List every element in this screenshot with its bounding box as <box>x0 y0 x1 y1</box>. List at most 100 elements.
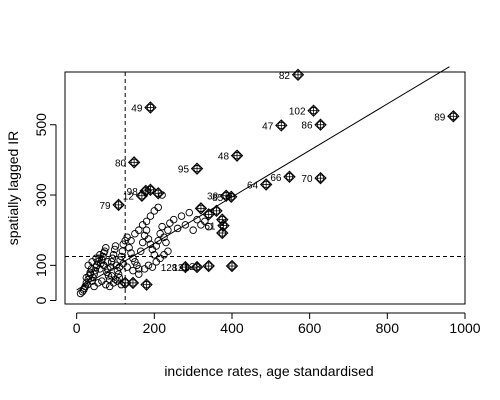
point-label: 80 <box>115 158 127 169</box>
y-tick-label: 0 <box>33 296 49 304</box>
data-point <box>150 207 159 215</box>
influential-point <box>283 170 296 183</box>
data-point <box>160 233 168 241</box>
influential-point <box>179 260 192 274</box>
data-point <box>100 247 109 256</box>
data-point <box>111 275 120 284</box>
data-point <box>127 249 135 257</box>
point-label: 64 <box>247 180 259 191</box>
influential-point <box>144 101 157 114</box>
data-point <box>105 282 114 291</box>
data-point <box>138 238 147 247</box>
x-tick-label: 800 <box>376 320 400 336</box>
diamond-circle <box>218 215 227 224</box>
data-point <box>86 270 94 278</box>
data-point <box>103 268 111 277</box>
data-point <box>204 222 213 231</box>
data-point <box>103 258 112 266</box>
diamond-circle <box>121 279 129 287</box>
point-label: 48 <box>218 152 230 163</box>
data-point <box>185 208 194 217</box>
data-point <box>107 258 116 266</box>
data-point <box>92 254 100 263</box>
diamond-circle <box>138 191 146 200</box>
data-point <box>142 217 151 226</box>
point-labels: 82 49 102 47 86 89 80 48 95 66 70 64 38 98 79 12 85 61 128… <box>99 71 445 274</box>
data-point <box>152 258 161 266</box>
data-point <box>201 217 209 226</box>
data-point <box>108 254 117 263</box>
influential-point <box>190 260 204 274</box>
influential-point <box>225 190 238 203</box>
influential-point <box>140 278 153 291</box>
x-tick-label: 200 <box>143 320 167 336</box>
diamond-circle <box>193 263 201 271</box>
influential-point <box>447 110 460 123</box>
diamond-circle <box>316 174 325 182</box>
data-point <box>129 254 137 263</box>
reference-lines <box>65 66 465 304</box>
influential-point <box>314 171 327 185</box>
data-point <box>166 219 174 227</box>
data-point <box>173 224 182 233</box>
diamond-circle <box>146 103 155 112</box>
point-label: 86 <box>301 121 313 132</box>
data-point <box>117 252 126 261</box>
diamond-circle <box>219 221 228 230</box>
data-point <box>131 258 139 266</box>
data-point <box>135 226 143 234</box>
point-label: 66 <box>270 173 282 184</box>
influential-point <box>151 187 165 200</box>
data-point <box>144 235 153 243</box>
data-point <box>99 252 107 261</box>
data-point <box>189 226 197 234</box>
y-tick-label: 300 <box>33 183 49 207</box>
y-tick-label: 100 <box>33 253 49 277</box>
x-tick-label: 0 <box>73 320 81 336</box>
point-label: 70 <box>301 174 313 185</box>
influential-point <box>217 219 230 232</box>
data-point <box>113 266 122 275</box>
data-point <box>177 212 186 220</box>
point-label: 89 <box>434 112 446 123</box>
data-point <box>138 221 147 229</box>
data-point <box>150 251 159 259</box>
data-point <box>104 272 113 280</box>
influential-point <box>127 156 141 169</box>
influential-point <box>194 202 208 215</box>
x-tick-label: 600 <box>298 320 322 336</box>
point-label: 12 <box>123 192 135 203</box>
influential-point <box>216 213 229 226</box>
influential-point <box>291 68 305 82</box>
data-point <box>125 244 133 252</box>
diamond-circle <box>227 193 235 201</box>
data-point <box>169 215 178 224</box>
data-point <box>135 270 143 278</box>
influential-point <box>190 162 204 175</box>
data-point <box>102 244 110 252</box>
y-axis-label: spatially lagged IR <box>5 131 21 245</box>
point-label: 61 <box>204 222 216 233</box>
diamond-circle <box>197 204 205 213</box>
data-point <box>109 251 118 259</box>
diamond-circle <box>285 173 294 181</box>
data-point <box>91 266 100 275</box>
influential-point <box>126 276 140 290</box>
data-point <box>158 222 166 231</box>
diamond-circle <box>294 71 302 79</box>
data-point <box>154 236 162 245</box>
influential-point <box>118 276 132 290</box>
influential-point <box>307 104 320 117</box>
data-point <box>156 229 164 238</box>
data-point <box>164 226 172 234</box>
data-point <box>115 273 124 282</box>
data-point <box>162 238 170 247</box>
data-point <box>136 247 145 256</box>
point-label: 102 <box>289 107 306 118</box>
data-point <box>160 251 168 259</box>
influential-point <box>202 259 215 273</box>
influential-point <box>314 118 327 131</box>
data-point <box>181 221 190 229</box>
point-label: 128 <box>161 263 178 274</box>
